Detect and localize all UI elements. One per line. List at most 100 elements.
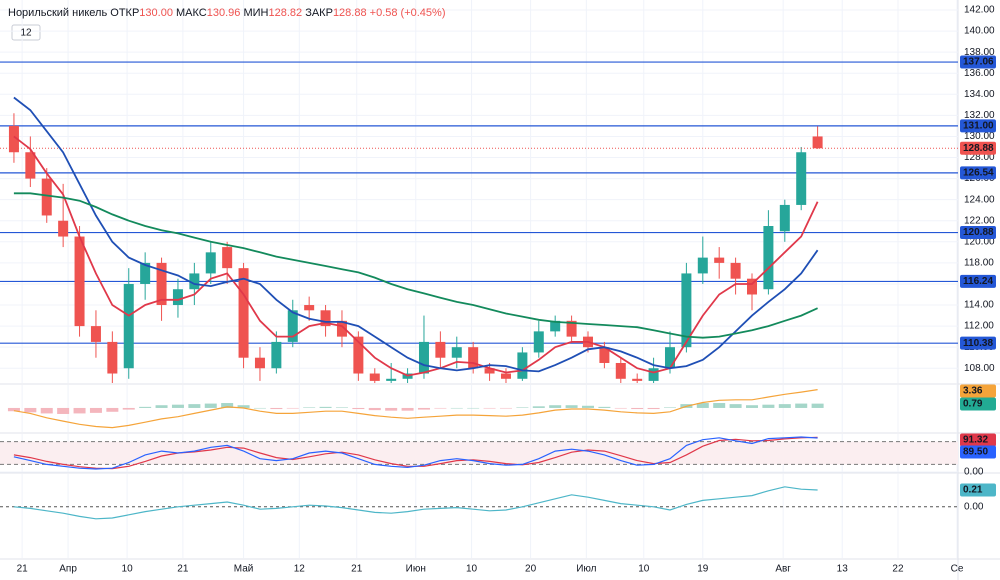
histogram-bar [745, 405, 758, 408]
field-label: МАКС [176, 7, 207, 19]
field-label: ОТКР [110, 7, 139, 19]
x-tick-label: Се [951, 564, 964, 575]
price-badge-label: 3.36 [963, 386, 983, 397]
header: Норильский никель ОТКР130.00 МАКС130.96 … [8, 7, 446, 19]
candle-body [484, 368, 495, 374]
candle-body [746, 278, 757, 295]
y-tick-label: 132.00 [964, 110, 995, 121]
indicator-line [13, 135, 819, 377]
histogram-bar [7, 407, 20, 412]
price-badge [960, 274, 996, 288]
x-tick-label: 21 [177, 564, 189, 575]
candle-body [730, 262, 741, 279]
candles [8, 113, 823, 383]
histogram-bar [319, 406, 332, 408]
histogram-bar [663, 407, 676, 408]
candle-body [418, 341, 429, 374]
candle-body [8, 125, 19, 153]
y-tick-label: 112.00 [964, 321, 994, 332]
candle-body [369, 373, 380, 381]
histogram-bar [434, 407, 447, 409]
histogram-bar [171, 404, 184, 408]
price-badge [960, 397, 996, 411]
x-tick-label: 10 [466, 564, 478, 575]
y-tick-label: 140.00 [964, 26, 995, 37]
candle-body [648, 368, 659, 381]
field-value: 130.00 [139, 7, 173, 19]
candle-body [287, 310, 298, 342]
candle-body [517, 352, 528, 379]
candle-body [189, 273, 200, 290]
candle-body [796, 152, 807, 205]
x-tick-label: 19 [697, 564, 709, 575]
candle-body [779, 204, 790, 232]
histogram-bar [598, 406, 611, 408]
histogram-bar [188, 404, 201, 408]
histogram-bar [581, 405, 594, 408]
y-tick-label: 114.00 [964, 300, 994, 311]
histogram-bar [237, 405, 250, 408]
candle-body [812, 136, 823, 149]
histogram-bar [614, 407, 627, 409]
candle-body [222, 247, 233, 269]
indicator-line [13, 192, 818, 339]
histogram-bar [549, 405, 562, 408]
y-tick-label: 122.00 [964, 215, 995, 226]
histogram-bar [40, 407, 53, 414]
price-badge-label: 131.00 [963, 121, 994, 132]
candle-body [238, 268, 249, 358]
histogram-bar [122, 407, 135, 410]
histogram-bar [647, 407, 660, 410]
candle-body [156, 262, 167, 306]
candle-body [664, 347, 675, 369]
histogram-bar [89, 407, 102, 413]
price-badge [960, 336, 996, 350]
histogram-bar [221, 403, 234, 408]
histogram-bar [795, 403, 808, 408]
histogram-bar [729, 404, 742, 408]
y-tick-label: 134.00 [964, 89, 995, 100]
y-tick-label: 130.00 [964, 131, 995, 142]
histogram-bar [483, 407, 496, 409]
candle-body [435, 341, 446, 358]
change: +0.58 (+0.45%) [370, 7, 446, 19]
candle-body [336, 320, 347, 337]
candle-body [615, 362, 626, 379]
x-tick-label: Июн [406, 564, 426, 575]
badge-label: 12 [20, 28, 32, 39]
histogram-bar [270, 407, 283, 410]
candle-body [632, 378, 643, 381]
candle-body [468, 347, 479, 369]
histogram-bar [499, 407, 512, 409]
candle-body [74, 236, 85, 327]
x-tick-label: 13 [837, 564, 849, 575]
price-badge [960, 119, 996, 133]
histogram-bar [565, 405, 578, 408]
instrument-name: Норильский никель [8, 7, 107, 19]
price-badge [960, 384, 996, 398]
price-badge-label: 91.32 [963, 435, 988, 446]
y-tick-label: 0.00 [964, 501, 984, 512]
histogram-bar [417, 407, 430, 410]
price-badge-label: 0.79 [963, 399, 983, 410]
x-tick-label: 21 [17, 564, 29, 575]
histogram-bar [204, 403, 217, 408]
candle-body [58, 220, 69, 237]
histogram-bar [713, 403, 726, 408]
price-badge [960, 433, 996, 447]
histogram-bar [467, 407, 480, 409]
x-tick-label: Апр [59, 564, 77, 575]
indicator-line [13, 389, 818, 429]
x-tick-label: 10 [638, 564, 650, 575]
candle-body [500, 373, 511, 379]
level-band [0, 441, 958, 465]
histogram-bar [335, 407, 348, 408]
histogram-bar [303, 407, 316, 408]
candle-body [386, 378, 397, 381]
price-badge [960, 166, 996, 180]
x-tick-label: 22 [892, 564, 904, 575]
y-tick-label: 118.00 [964, 258, 994, 269]
y-tick-label: 138.00 [964, 47, 995, 58]
